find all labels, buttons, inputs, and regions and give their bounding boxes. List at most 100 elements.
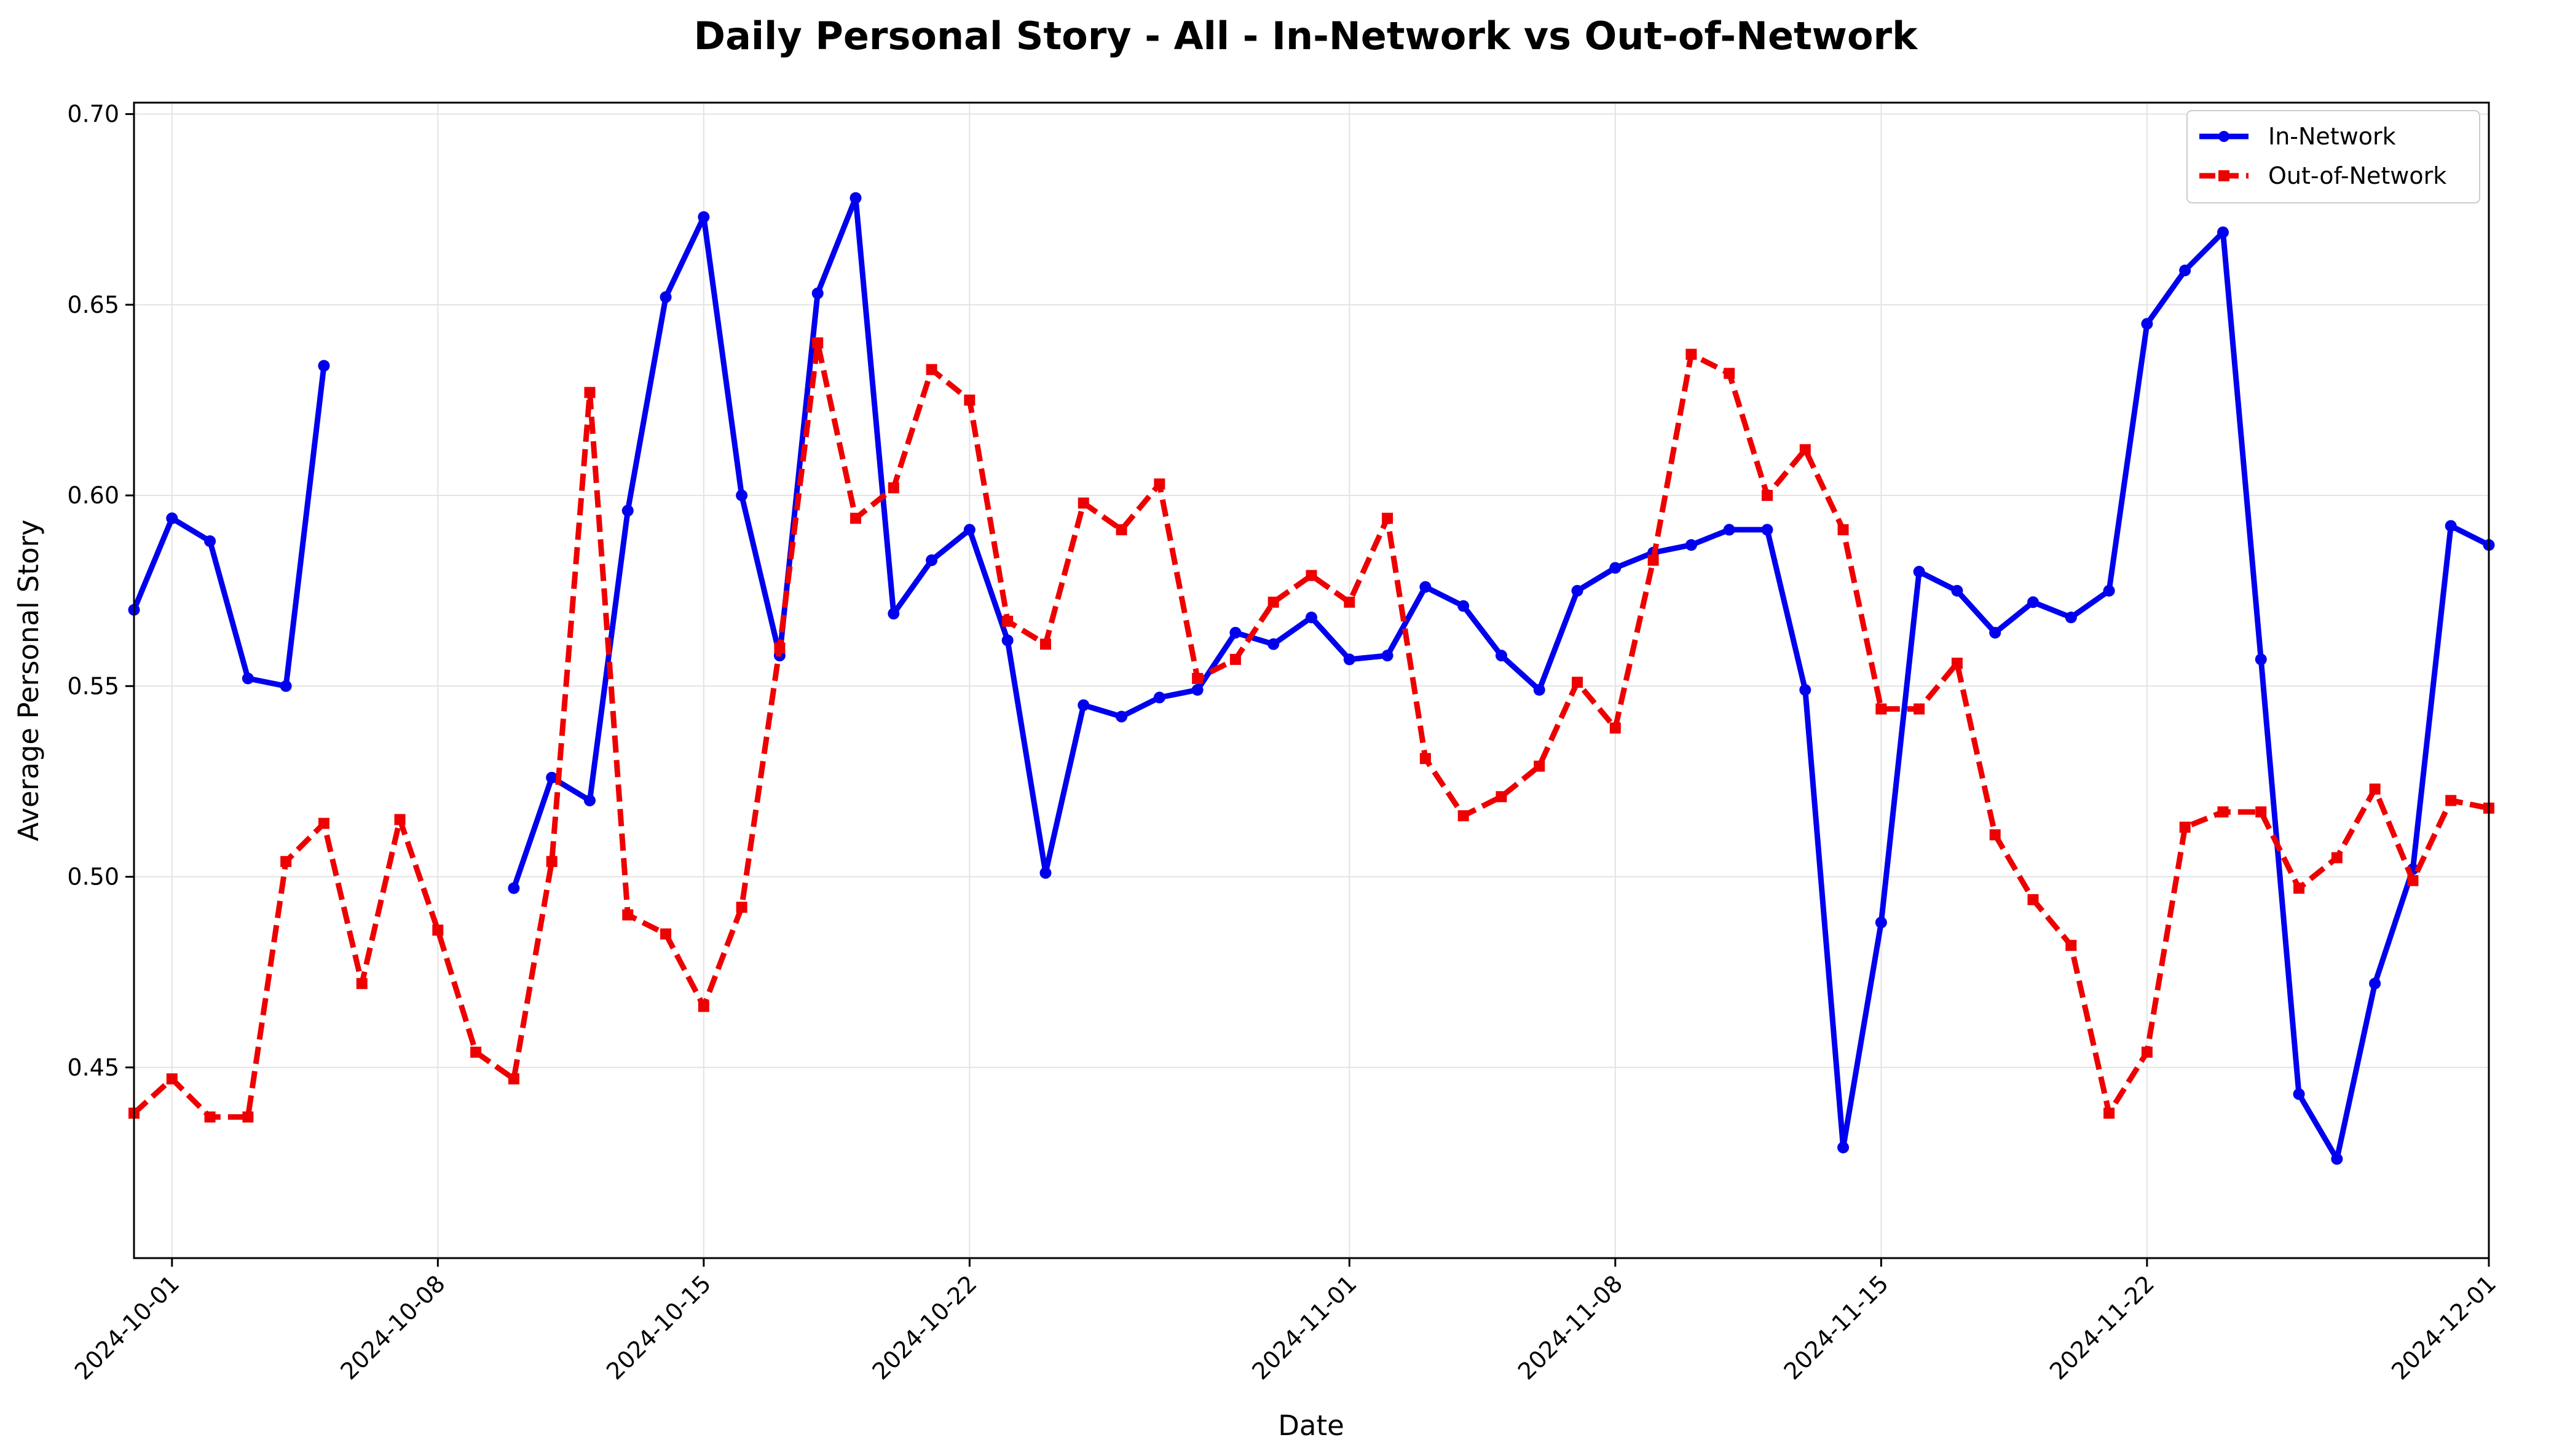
data-point-out-of-network <box>394 814 406 825</box>
series-out-of-network <box>128 337 2494 1123</box>
data-point-out-of-network <box>2331 852 2343 864</box>
data-point-out-of-network <box>1039 639 1051 650</box>
legend-label-in-network: In-Network <box>2268 123 2396 150</box>
data-point-out-of-network <box>1344 596 1355 608</box>
data-point-in-network <box>1913 565 1925 578</box>
data-point-out-of-network <box>926 364 937 376</box>
data-point-out-of-network <box>736 902 747 913</box>
legend-label-out-of-network: Out-of-Network <box>2268 162 2446 189</box>
data-point-in-network <box>318 360 330 372</box>
data-point-in-network <box>660 291 672 303</box>
data-point-out-of-network <box>1914 703 1925 715</box>
data-point-in-network <box>963 524 976 536</box>
data-point-out-of-network <box>1419 753 1431 765</box>
data-point-in-network <box>1837 1141 1850 1154</box>
data-point-out-of-network <box>774 642 786 654</box>
data-point-in-network <box>1343 653 1355 666</box>
data-point-in-network <box>2331 1153 2343 1165</box>
data-point-out-of-network <box>318 817 329 829</box>
data-point-in-network <box>204 535 216 548</box>
legend-frame <box>2186 110 2480 203</box>
data-point-out-of-network <box>1799 444 1811 455</box>
data-point-out-of-network <box>1457 810 1469 822</box>
data-point-in-network <box>2255 653 2267 666</box>
data-point-out-of-network <box>584 387 596 398</box>
data-point-in-network <box>546 771 558 784</box>
data-point-out-of-network <box>1154 478 1165 490</box>
data-point-in-network <box>888 607 900 620</box>
data-point-out-of-network <box>1609 722 1621 734</box>
data-point-out-of-network <box>546 856 558 867</box>
data-point-in-network <box>2445 520 2457 532</box>
y-tick-label: 0.65 <box>67 291 119 318</box>
data-point-in-network <box>1457 600 1470 612</box>
y-tick-label: 0.70 <box>67 101 119 128</box>
series-layer <box>128 192 2495 1165</box>
data-point-in-network <box>1799 684 1811 696</box>
data-point-in-network <box>1685 539 1697 551</box>
data-point-out-of-network <box>2103 1108 2115 1119</box>
data-point-out-of-network <box>660 928 672 940</box>
chart-title: Daily Personal Story - All - In-Network … <box>694 14 1918 58</box>
data-point-out-of-network <box>1002 615 1014 627</box>
data-point-out-of-network <box>1761 490 1773 502</box>
data-point-in-network <box>1951 584 1963 597</box>
data-point-out-of-network <box>1267 596 1279 608</box>
data-point-in-network <box>811 287 824 299</box>
y-tick-label: 0.45 <box>67 1054 119 1081</box>
data-point-out-of-network <box>470 1046 482 1058</box>
data-point-out-of-network <box>508 1073 519 1085</box>
data-point-out-of-network <box>1875 703 1887 715</box>
data-point-in-network <box>2179 264 2191 277</box>
data-point-out-of-network <box>850 513 862 524</box>
data-point-out-of-network <box>1685 348 1697 360</box>
data-point-in-network <box>1989 626 2001 639</box>
data-point-out-of-network <box>356 978 368 990</box>
data-point-out-of-network <box>888 482 899 494</box>
data-point-in-network <box>1723 524 1735 536</box>
data-point-out-of-network <box>1192 672 1204 684</box>
data-point-out-of-network <box>204 1111 216 1123</box>
legend-marker-in-network <box>2218 131 2229 142</box>
data-point-in-network <box>1571 584 1583 597</box>
data-point-in-network <box>1001 634 1014 647</box>
data-point-in-network <box>1495 650 1507 662</box>
data-point-out-of-network <box>280 856 292 867</box>
data-point-out-of-network <box>2445 795 2457 806</box>
data-point-in-network <box>1381 650 1393 662</box>
data-point-in-network <box>242 672 254 685</box>
x-axis-label: Date <box>1278 1409 1344 1442</box>
y-tick-label: 0.50 <box>67 864 119 891</box>
data-point-in-network <box>280 680 292 692</box>
data-point-out-of-network <box>166 1073 178 1085</box>
data-point-in-network <box>2217 226 2229 238</box>
data-point-in-network <box>1419 581 1432 593</box>
data-point-in-network <box>2103 584 2115 597</box>
data-point-out-of-network <box>698 1001 709 1012</box>
plot-frame <box>133 101 2490 1259</box>
data-point-out-of-network <box>242 1111 254 1123</box>
data-point-out-of-network <box>1382 513 1393 524</box>
data-point-out-of-network <box>2141 1046 2153 1058</box>
y-tick-label: 0.55 <box>67 672 119 699</box>
data-point-out-of-network <box>2217 806 2229 818</box>
y-tick-label: 0.60 <box>67 482 119 509</box>
data-point-out-of-network <box>1534 760 1545 772</box>
data-point-in-network <box>508 882 520 894</box>
data-point-in-network <box>1153 691 1165 704</box>
data-point-in-network <box>2027 596 2040 608</box>
data-point-in-network <box>166 512 178 524</box>
data-point-out-of-network <box>2179 821 2191 833</box>
data-point-in-network <box>1229 626 1242 639</box>
data-point-out-of-network <box>964 394 976 406</box>
data-point-in-network <box>621 505 634 517</box>
y-axis-label: Average Personal Story <box>12 519 45 841</box>
data-point-out-of-network <box>1647 554 1659 566</box>
data-point-in-network <box>2293 1088 2305 1100</box>
data-point-out-of-network <box>2407 875 2419 886</box>
data-point-in-network <box>698 211 710 223</box>
data-point-in-network <box>1306 612 1317 624</box>
legend-marker-out-of-network <box>2218 170 2229 181</box>
